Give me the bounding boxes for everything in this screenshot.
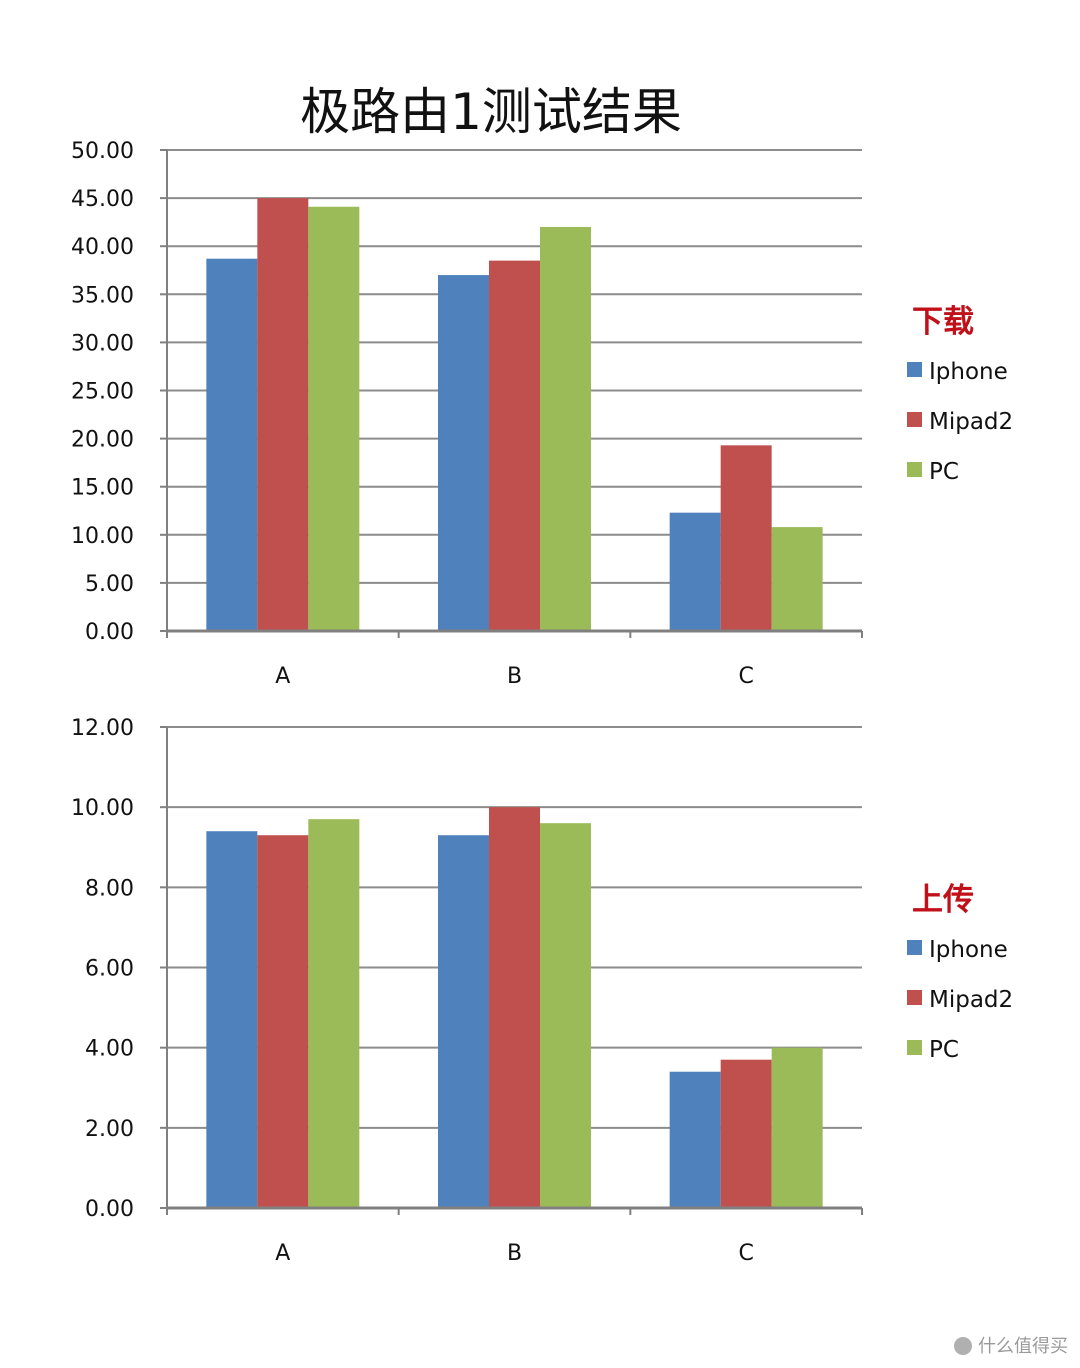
upload-bar-iphone-b <box>438 835 489 1208</box>
download-legend-title: 下载 <box>912 304 974 340</box>
upload-legend-label-pc: PC <box>929 1037 959 1063</box>
upload-bar-pc-a <box>308 819 360 1208</box>
upload-ytick-label: 10.00 <box>71 796 134 821</box>
upload-legend-label-mipad2: Mipad2 <box>929 987 1013 1013</box>
download-ytick-label: 30.00 <box>71 331 134 356</box>
download-legend-swatch-mipad2 <box>907 412 922 427</box>
upload-bar-iphone-c <box>669 1071 721 1208</box>
download-legend-label-iphone: Iphone <box>929 359 1008 385</box>
download-legend-swatch-pc <box>907 462 922 477</box>
upload-ytick-label: 4.00 <box>85 1037 134 1062</box>
upload-bar-mipad2-c <box>720 1059 772 1208</box>
download-legend-label-pc: PC <box>929 459 959 485</box>
watermark-text: 什么值得买 <box>978 1336 1068 1357</box>
upload-legend-swatch-iphone <box>907 940 922 955</box>
download-category-label: B <box>507 664 522 689</box>
upload-ytick-label: 8.00 <box>85 876 134 901</box>
download-ytick-label: 45.00 <box>71 187 134 212</box>
upload-legend-label-iphone: Iphone <box>929 937 1008 963</box>
download-ytick-label: 35.00 <box>71 283 134 308</box>
upload-bar-iphone-a <box>206 831 258 1208</box>
upload-ytick-label: 12.00 <box>71 716 134 741</box>
upload-legend-swatch-pc <box>907 1040 922 1055</box>
download-bar-mipad2-c <box>720 445 772 631</box>
watermark-logo-icon <box>954 1337 972 1355</box>
download-legend-label-mipad2: Mipad2 <box>929 409 1013 435</box>
download-ytick-label: 15.00 <box>71 476 134 501</box>
download-bar-pc-c <box>771 527 823 631</box>
download-ytick-label: 40.00 <box>71 235 134 260</box>
download-legend-swatch-iphone <box>907 362 922 377</box>
upload-legend-swatch-mipad2 <box>907 990 922 1005</box>
upload-legend-title: 上传 <box>912 882 974 918</box>
upload-category-label: B <box>507 1241 522 1266</box>
download-ytick-label: 10.00 <box>71 524 134 549</box>
download-bar-pc-b <box>540 226 591 631</box>
upload-ytick-label: 2.00 <box>85 1117 134 1142</box>
download-bar-mipad2-a <box>257 198 309 631</box>
download-bar-iphone-c <box>669 512 721 631</box>
download-bar-iphone-b <box>438 275 489 631</box>
download-chart: 0.00 5.00 10.00 15.00 20.00 25.00 30.00 35.00 40… <box>71 139 1013 689</box>
download-ytick-label: 50.00 <box>71 139 134 164</box>
upload-bar-pc-c <box>771 1047 823 1208</box>
download-ytick-label: 5.00 <box>85 572 134 597</box>
watermark: 什么值得买 <box>954 1332 1068 1358</box>
upload-category-label: A <box>275 1241 290 1266</box>
download-bar-pc-a <box>308 206 360 631</box>
upload-ytick-label: 0.00 <box>85 1197 134 1222</box>
upload-ytick-label: 6.00 <box>85 957 134 982</box>
upload-bar-mipad2-b <box>489 807 540 1208</box>
download-bar-iphone-a <box>206 258 258 631</box>
download-ytick-label: 0.00 <box>85 620 134 645</box>
download-category-label: C <box>738 664 753 689</box>
upload-category-label: C <box>738 1241 753 1266</box>
download-ytick-label: 20.00 <box>71 428 134 453</box>
download-bar-mipad2-b <box>489 260 540 631</box>
download-ytick-label: 25.00 <box>71 380 134 405</box>
upload-bar-pc-b <box>540 823 591 1208</box>
download-category-label: A <box>275 664 290 689</box>
upload-bar-mipad2-a <box>257 835 309 1208</box>
chart-title: 极路由1测试结果 <box>300 83 682 141</box>
